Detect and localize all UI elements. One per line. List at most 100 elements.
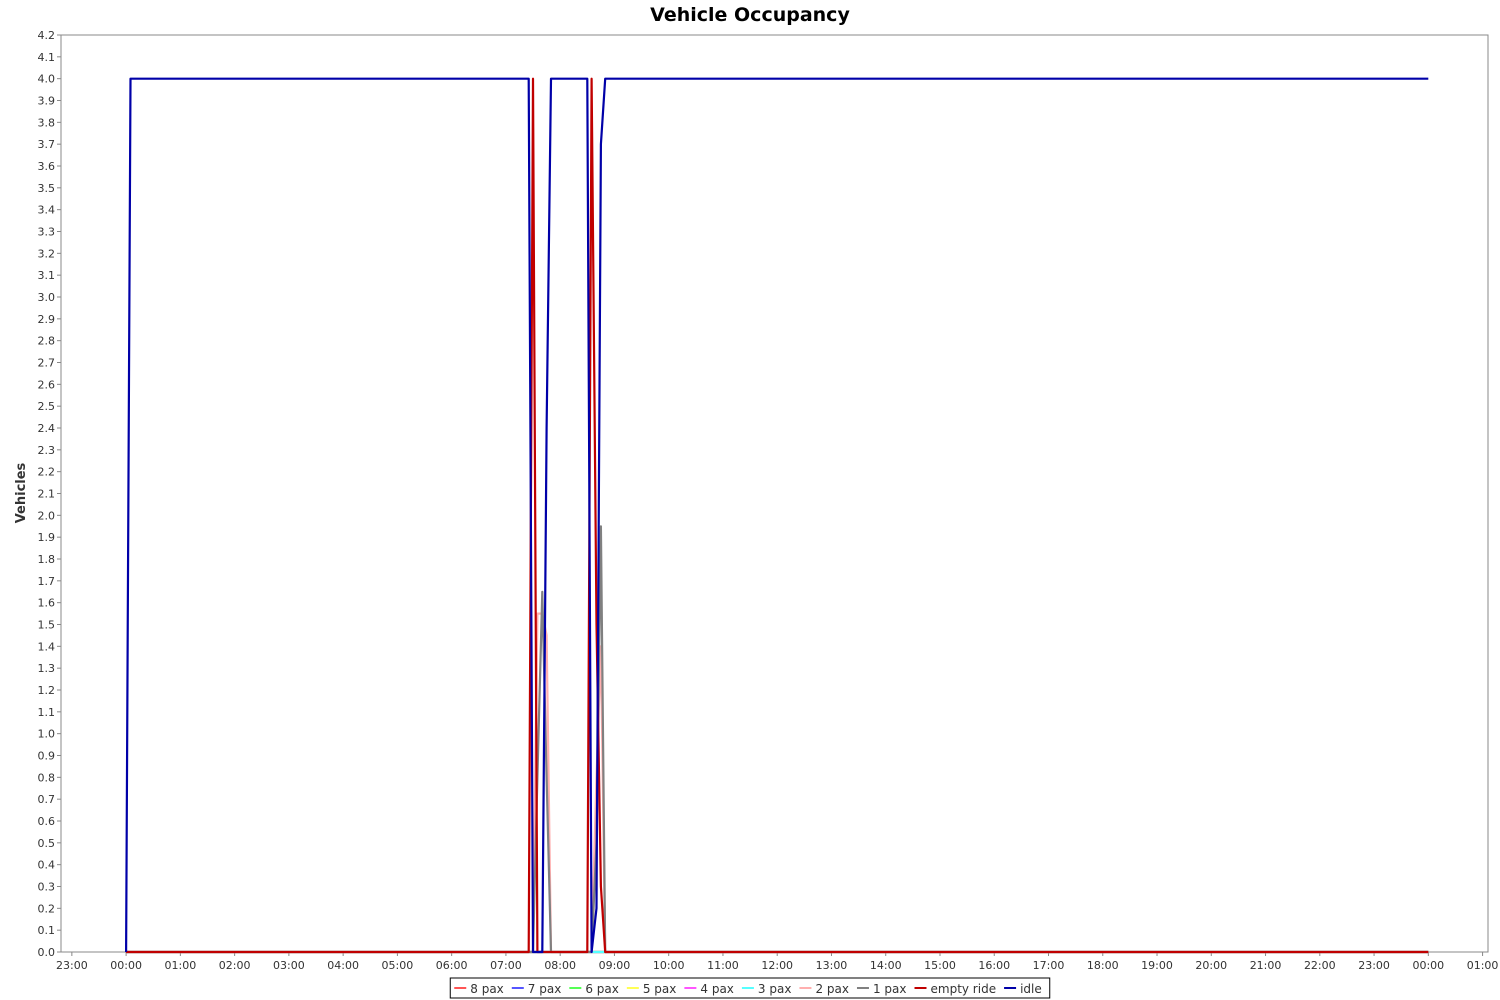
x-tick-label: 10:00 — [653, 959, 685, 972]
legend-label: idle — [1020, 982, 1042, 996]
y-tick-label: 0.4 — [38, 859, 56, 872]
legend-item: 7 pax — [511, 982, 562, 996]
legend-label: 2 pax — [815, 982, 849, 996]
legend-item: empty ride — [914, 982, 997, 996]
x-tick-label: 17:00 — [1033, 959, 1065, 972]
x-tick-label: 22:00 — [1304, 959, 1336, 972]
y-tick-label: 1.8 — [38, 553, 56, 566]
y-tick-label: 0.3 — [38, 881, 56, 894]
x-tick-label: 01:00 — [165, 959, 197, 972]
y-tick-label: 4.2 — [38, 29, 56, 42]
y-tick-label: 2.3 — [38, 444, 56, 457]
y-tick-label: 1.1 — [38, 706, 56, 719]
legend-label: 5 pax — [643, 982, 677, 996]
legend-item: 2 pax — [799, 982, 849, 996]
y-tick-label: 2.6 — [38, 378, 56, 391]
x-tick-label: 11:00 — [707, 959, 739, 972]
y-tick-label: 1.3 — [38, 662, 56, 675]
y-tick-label: 3.2 — [38, 247, 56, 260]
y-tick-label: 0.9 — [38, 750, 56, 763]
y-tick-label: 0.5 — [38, 837, 56, 850]
y-tick-label: 3.4 — [38, 204, 56, 217]
y-tick-label: 2.1 — [38, 488, 56, 501]
y-tick-label: 4.0 — [38, 73, 56, 86]
y-tick-label: 2.0 — [38, 509, 56, 522]
chart-title: Vehicle Occupancy — [650, 4, 850, 26]
x-tick-label: 03:00 — [273, 959, 305, 972]
y-tick-label: 2.8 — [38, 335, 56, 348]
y-tick-label: 1.9 — [38, 531, 56, 544]
series-line-idle — [125, 77, 1429, 954]
y-tick-label: 0.6 — [38, 815, 56, 828]
y-tick-label: 1.2 — [38, 684, 56, 697]
x-tick-label: 08:00 — [544, 959, 576, 972]
legend-label: 4 pax — [700, 982, 734, 996]
x-tick-label: 00:00 — [110, 959, 142, 972]
y-tick-label: 0.2 — [38, 902, 56, 915]
x-tick-label: 18:00 — [1087, 959, 1119, 972]
y-tick-label: 3.1 — [38, 269, 56, 282]
legend-item: 3 pax — [741, 982, 792, 996]
y-tick-label: 3.0 — [38, 291, 56, 304]
x-tick-label: 15:00 — [924, 959, 956, 972]
y-tick-label: 2.7 — [38, 357, 56, 370]
legend-label: 8 pax — [470, 982, 504, 996]
y-tick-label: 3.6 — [38, 160, 56, 173]
y-tick-label: 0.7 — [38, 793, 56, 806]
legend-label: empty ride — [931, 982, 997, 996]
x-tick-label: 07:00 — [490, 959, 522, 972]
plot-area — [60, 34, 1489, 953]
legend-item: 6 pax — [569, 982, 619, 996]
y-tick-label: 3.5 — [38, 182, 56, 195]
y-tick-label: 1.7 — [38, 575, 56, 588]
legend-item: 4 pax — [684, 982, 734, 996]
x-tick-label: 23:00 — [1358, 959, 1390, 972]
y-tick-label: 2.4 — [38, 422, 56, 435]
x-tick-label: 02:00 — [219, 959, 251, 972]
y-axis: 0.0 0.1 0.2 0.3 0.4 0.5 0.6 0.7 0.8 0.9 1.0 1.1 1.2 1… — [38, 29, 61, 959]
y-tick-label: 2.5 — [38, 400, 56, 413]
y-axis-label: Vehicles — [14, 462, 29, 523]
x-tick-label: 20:00 — [1195, 959, 1227, 972]
y-tick-label: 0.0 — [38, 946, 56, 959]
y-tick-label: 2.2 — [38, 466, 56, 479]
x-axis: 23:00 00:00 01:00 02:00 03:00 04:00 05:00 06:00… — [56, 952, 1498, 972]
x-tick-label: 21:00 — [1250, 959, 1282, 972]
x-tick-label: 13:00 — [816, 959, 848, 972]
x-tick-label: 00:00 — [1412, 959, 1444, 972]
legend-label: 7 pax — [528, 982, 562, 996]
y-tick-label: 3.3 — [38, 226, 56, 239]
series-layer — [125, 77, 1429, 954]
legend-label: 1 pax — [873, 982, 907, 996]
x-tick-label: 19:00 — [1141, 959, 1173, 972]
x-tick-label: 14:00 — [870, 959, 902, 972]
x-tick-label: 12:00 — [761, 959, 793, 972]
x-tick-label: 01:00 — [1467, 959, 1499, 972]
legend: 8 pax 7 pax 6 pax 5 pax 4 pax 3 pax 2 pax 1 pax… — [449, 977, 1051, 999]
legend-item: 8 pax — [454, 982, 504, 996]
y-tick-label: 3.7 — [38, 138, 56, 151]
y-tick-label: 3.8 — [38, 116, 56, 129]
x-tick-label: 16:00 — [978, 959, 1010, 972]
x-tick-label: 23:00 — [56, 959, 88, 972]
y-tick-label: 3.9 — [38, 95, 56, 108]
x-tick-label: 09:00 — [599, 959, 631, 972]
x-tick-label: 05:00 — [382, 959, 414, 972]
legend-item: idle — [1004, 982, 1042, 996]
legend-item: 1 pax — [856, 982, 907, 996]
y-tick-label: 0.1 — [38, 924, 56, 937]
y-tick-label: 1.5 — [38, 619, 56, 632]
y-tick-label: 0.8 — [38, 771, 56, 784]
legend-item: 5 pax — [626, 982, 677, 996]
legend-label: 6 pax — [585, 982, 619, 996]
legend-label: 3 pax — [758, 982, 792, 996]
y-tick-label: 2.9 — [38, 313, 56, 326]
y-tick-label: 1.6 — [38, 597, 56, 610]
x-tick-label: 06:00 — [436, 959, 468, 972]
x-tick-label: 04:00 — [327, 959, 359, 972]
y-tick-label: 1.0 — [38, 728, 56, 741]
y-tick-label: 4.1 — [38, 51, 56, 64]
series-line-empty-ride — [126, 77, 1429, 954]
y-tick-label: 1.4 — [38, 640, 56, 653]
